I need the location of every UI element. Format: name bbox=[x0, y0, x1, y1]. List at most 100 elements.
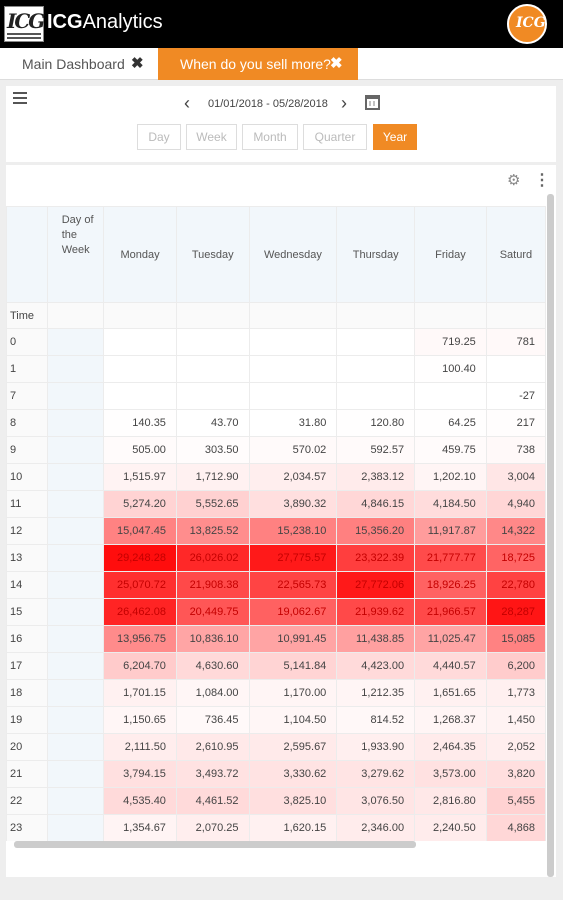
brand-badge-icon[interactable]: ICG bbox=[507, 4, 547, 44]
value-cell[interactable]: 19,062.67 bbox=[248, 598, 338, 626]
value-cell[interactable]: 140.35 bbox=[103, 409, 177, 437]
date-range[interactable]: 01/01/2018 - 05/28/2018 bbox=[208, 98, 328, 110]
column-header[interactable]: Wednesday bbox=[248, 206, 338, 303]
value-cell[interactable]: 6,200 bbox=[485, 652, 546, 680]
value-cell[interactable]: 14,322 bbox=[485, 517, 546, 545]
column-header[interactable]: Thursday bbox=[336, 206, 416, 303]
value-cell[interactable]: 2,346.00 bbox=[336, 814, 416, 841]
value-cell[interactable]: 3,004 bbox=[485, 463, 546, 491]
value-cell[interactable]: 29,248.28 bbox=[103, 544, 177, 572]
column-header[interactable]: Tuesday bbox=[175, 206, 250, 303]
tab-when-do-you-sell-more[interactable]: When do you sell more? ✖ bbox=[158, 48, 358, 80]
value-cell[interactable]: 2,464.35 bbox=[414, 733, 487, 761]
horizontal-scrollbar[interactable] bbox=[14, 841, 416, 848]
value-cell[interactable]: 3,794.15 bbox=[103, 760, 177, 788]
value-cell[interactable] bbox=[485, 355, 546, 383]
value-cell[interactable]: 4,630.60 bbox=[175, 652, 250, 680]
value-cell[interactable]: 505.00 bbox=[103, 436, 177, 464]
value-cell[interactable]: 26,026.02 bbox=[175, 544, 250, 572]
value-cell[interactable]: 10,836.10 bbox=[175, 625, 250, 653]
value-cell[interactable]: 28,287 bbox=[485, 598, 546, 626]
value-cell[interactable]: 2,240.50 bbox=[414, 814, 487, 841]
value-cell[interactable]: 4,440.57 bbox=[414, 652, 487, 680]
value-cell[interactable]: 22,780 bbox=[485, 571, 546, 599]
value-cell[interactable]: 1,450 bbox=[485, 706, 546, 734]
value-cell[interactable]: 21,966.57 bbox=[414, 598, 487, 626]
value-cell[interactable]: 15,085 bbox=[485, 625, 546, 653]
value-cell[interactable]: 18,725 bbox=[485, 544, 546, 572]
value-cell[interactable]: 592.57 bbox=[336, 436, 416, 464]
value-cell[interactable]: 21,777.77 bbox=[414, 544, 487, 572]
value-cell[interactable]: 4,184.50 bbox=[414, 490, 487, 518]
value-cell[interactable]: 13,956.75 bbox=[103, 625, 177, 653]
value-cell[interactable]: 2,052 bbox=[485, 733, 546, 761]
period-button-month[interactable]: Month bbox=[242, 124, 298, 150]
value-cell[interactable]: 1,712.90 bbox=[175, 463, 250, 491]
value-cell[interactable]: 1,354.67 bbox=[103, 814, 177, 841]
value-cell[interactable] bbox=[414, 382, 487, 410]
value-cell[interactable]: 25,070.72 bbox=[103, 571, 177, 599]
chevron-left-icon[interactable]: ‹ bbox=[184, 93, 190, 113]
value-cell[interactable]: 217 bbox=[485, 409, 546, 437]
value-cell[interactable]: 1,202.10 bbox=[414, 463, 487, 491]
value-cell[interactable]: 1,170.00 bbox=[248, 679, 338, 707]
pivot-table-viewport[interactable]: Day of the Week Monday Tuesday Wednesday… bbox=[6, 206, 546, 841]
value-cell[interactable]: 15,238.10 bbox=[248, 517, 338, 545]
value-cell[interactable]: 21,939.62 bbox=[336, 598, 416, 626]
calendar-icon[interactable] bbox=[365, 95, 380, 110]
value-cell[interactable] bbox=[336, 382, 416, 410]
value-cell[interactable]: 570.02 bbox=[248, 436, 338, 464]
value-cell[interactable]: 11,438.85 bbox=[336, 625, 416, 653]
tab-main-dashboard[interactable]: Main Dashboard ✖ bbox=[0, 48, 158, 80]
value-cell[interactable]: 3,890.32 bbox=[248, 490, 338, 518]
close-icon[interactable]: ✖ bbox=[131, 55, 144, 72]
value-cell[interactable]: 21,908.38 bbox=[175, 571, 250, 599]
value-cell[interactable] bbox=[336, 328, 416, 356]
value-cell[interactable]: 719.25 bbox=[414, 328, 487, 356]
period-button-week[interactable]: Week bbox=[186, 124, 237, 150]
value-cell[interactable] bbox=[336, 355, 416, 383]
value-cell[interactable]: 6,204.70 bbox=[103, 652, 177, 680]
value-cell[interactable]: 4,423.00 bbox=[336, 652, 416, 680]
value-cell[interactable]: 1,084.00 bbox=[175, 679, 250, 707]
value-cell[interactable]: -27 bbox=[485, 382, 546, 410]
value-cell[interactable]: 3,076.50 bbox=[336, 787, 416, 815]
value-cell[interactable]: 120.80 bbox=[336, 409, 416, 437]
value-cell[interactable]: 3,493.72 bbox=[175, 760, 250, 788]
value-cell[interactable]: 27,775.57 bbox=[248, 544, 338, 572]
column-header[interactable]: Saturd bbox=[485, 206, 546, 303]
value-cell[interactable] bbox=[248, 382, 338, 410]
value-cell[interactable]: 1,701.15 bbox=[103, 679, 177, 707]
value-cell[interactable]: 4,868 bbox=[485, 814, 546, 841]
value-cell[interactable]: 1,933.90 bbox=[336, 733, 416, 761]
value-cell[interactable]: 31.80 bbox=[248, 409, 338, 437]
value-cell[interactable]: 3,820 bbox=[485, 760, 546, 788]
value-cell[interactable] bbox=[103, 355, 177, 383]
period-button-day[interactable]: Day bbox=[137, 124, 181, 150]
value-cell[interactable]: 2,111.50 bbox=[103, 733, 177, 761]
value-cell[interactable]: 814.52 bbox=[336, 706, 416, 734]
value-cell[interactable]: 1,268.37 bbox=[414, 706, 487, 734]
value-cell[interactable]: 11,025.47 bbox=[414, 625, 487, 653]
value-cell[interactable]: 736.45 bbox=[175, 706, 250, 734]
value-cell[interactable]: 781 bbox=[485, 328, 546, 356]
value-cell[interactable]: 20,449.75 bbox=[175, 598, 250, 626]
vertical-scrollbar[interactable] bbox=[547, 194, 554, 877]
value-cell[interactable]: 4,846.15 bbox=[336, 490, 416, 518]
value-cell[interactable]: 11,917.87 bbox=[414, 517, 487, 545]
value-cell[interactable]: 5,141.84 bbox=[248, 652, 338, 680]
value-cell[interactable]: 303.50 bbox=[175, 436, 250, 464]
value-cell[interactable]: 4,535.40 bbox=[103, 787, 177, 815]
menu-icon[interactable] bbox=[13, 92, 27, 104]
value-cell[interactable]: 5,274.20 bbox=[103, 490, 177, 518]
value-cell[interactable]: 2,383.12 bbox=[336, 463, 416, 491]
value-cell[interactable]: 4,461.52 bbox=[175, 787, 250, 815]
value-cell[interactable]: 15,356.20 bbox=[336, 517, 416, 545]
value-cell[interactable] bbox=[175, 328, 250, 356]
value-cell[interactable]: 2,610.95 bbox=[175, 733, 250, 761]
value-cell[interactable]: 22,565.73 bbox=[248, 571, 338, 599]
gear-icon[interactable]: ⚙ bbox=[507, 172, 521, 189]
column-header[interactable]: Friday bbox=[414, 206, 487, 303]
value-cell[interactable]: 27,772.06 bbox=[336, 571, 416, 599]
value-cell[interactable]: 1,515.97 bbox=[103, 463, 177, 491]
